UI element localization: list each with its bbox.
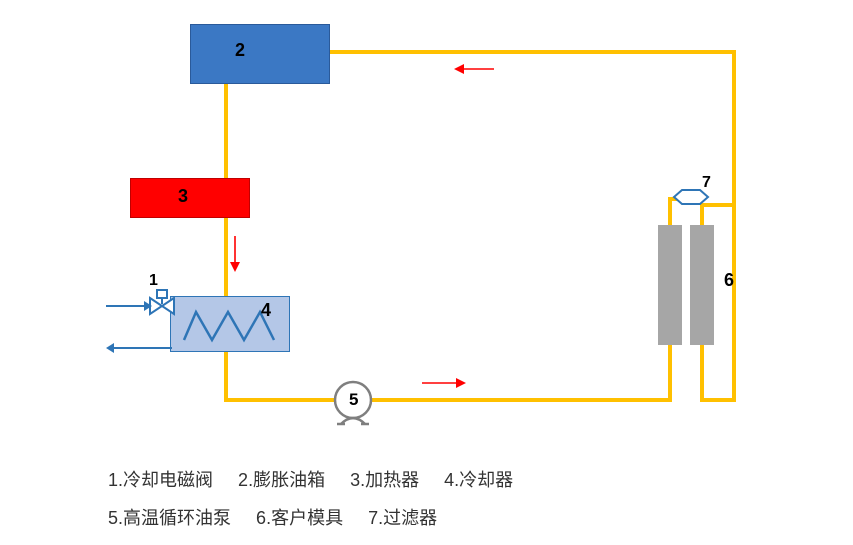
pipe — [330, 50, 736, 54]
node-label-6: 6 — [724, 270, 734, 291]
pipe — [700, 398, 736, 402]
node-mold-bar-left — [658, 225, 682, 345]
pipe — [224, 398, 335, 402]
pipe — [700, 345, 704, 402]
legend-item: 7.过滤器 — [368, 508, 437, 528]
pipe — [371, 398, 672, 402]
node-label-5: 5 — [349, 390, 358, 410]
flow-arrow-right — [420, 376, 468, 390]
diagram-stage: 2 3 4 1 5 6 7 — [0, 0, 853, 545]
node-label-1: 1 — [149, 272, 158, 290]
pipe — [668, 345, 672, 402]
node-expansion-tank — [190, 24, 330, 84]
node-solenoid-valve — [148, 290, 176, 320]
coolant-inlet-arrow — [104, 298, 152, 314]
legend-item: 5.高温循环油泵 — [108, 508, 231, 528]
flow-arrow-down — [228, 234, 242, 272]
pipe — [224, 84, 228, 178]
node-label-3: 3 — [178, 186, 188, 207]
node-heater — [130, 178, 250, 218]
legend-row-1: 1.冷却电磁阀 2.膨胀油箱 3.加热器 4.冷却器 — [108, 466, 513, 492]
node-mold-bar-right — [690, 225, 714, 345]
coolant-outlet-arrow — [104, 340, 174, 356]
flow-arrow-left — [452, 62, 496, 76]
pipe — [224, 352, 228, 400]
legend-item: 3.加热器 — [350, 470, 419, 490]
node-label-7: 7 — [702, 174, 711, 192]
legend-item: 1.冷却电磁阀 — [108, 470, 213, 490]
pipe — [732, 50, 736, 402]
legend-row-2: 5.高温循环油泵 6.客户模具 7.过滤器 — [108, 504, 437, 530]
node-label-4: 4 — [261, 300, 271, 321]
legend-item: 6.客户模具 — [256, 508, 343, 528]
legend-item: 4.冷却器 — [444, 470, 513, 490]
node-label-2: 2 — [235, 40, 245, 61]
legend-item: 2.膨胀油箱 — [238, 470, 325, 490]
